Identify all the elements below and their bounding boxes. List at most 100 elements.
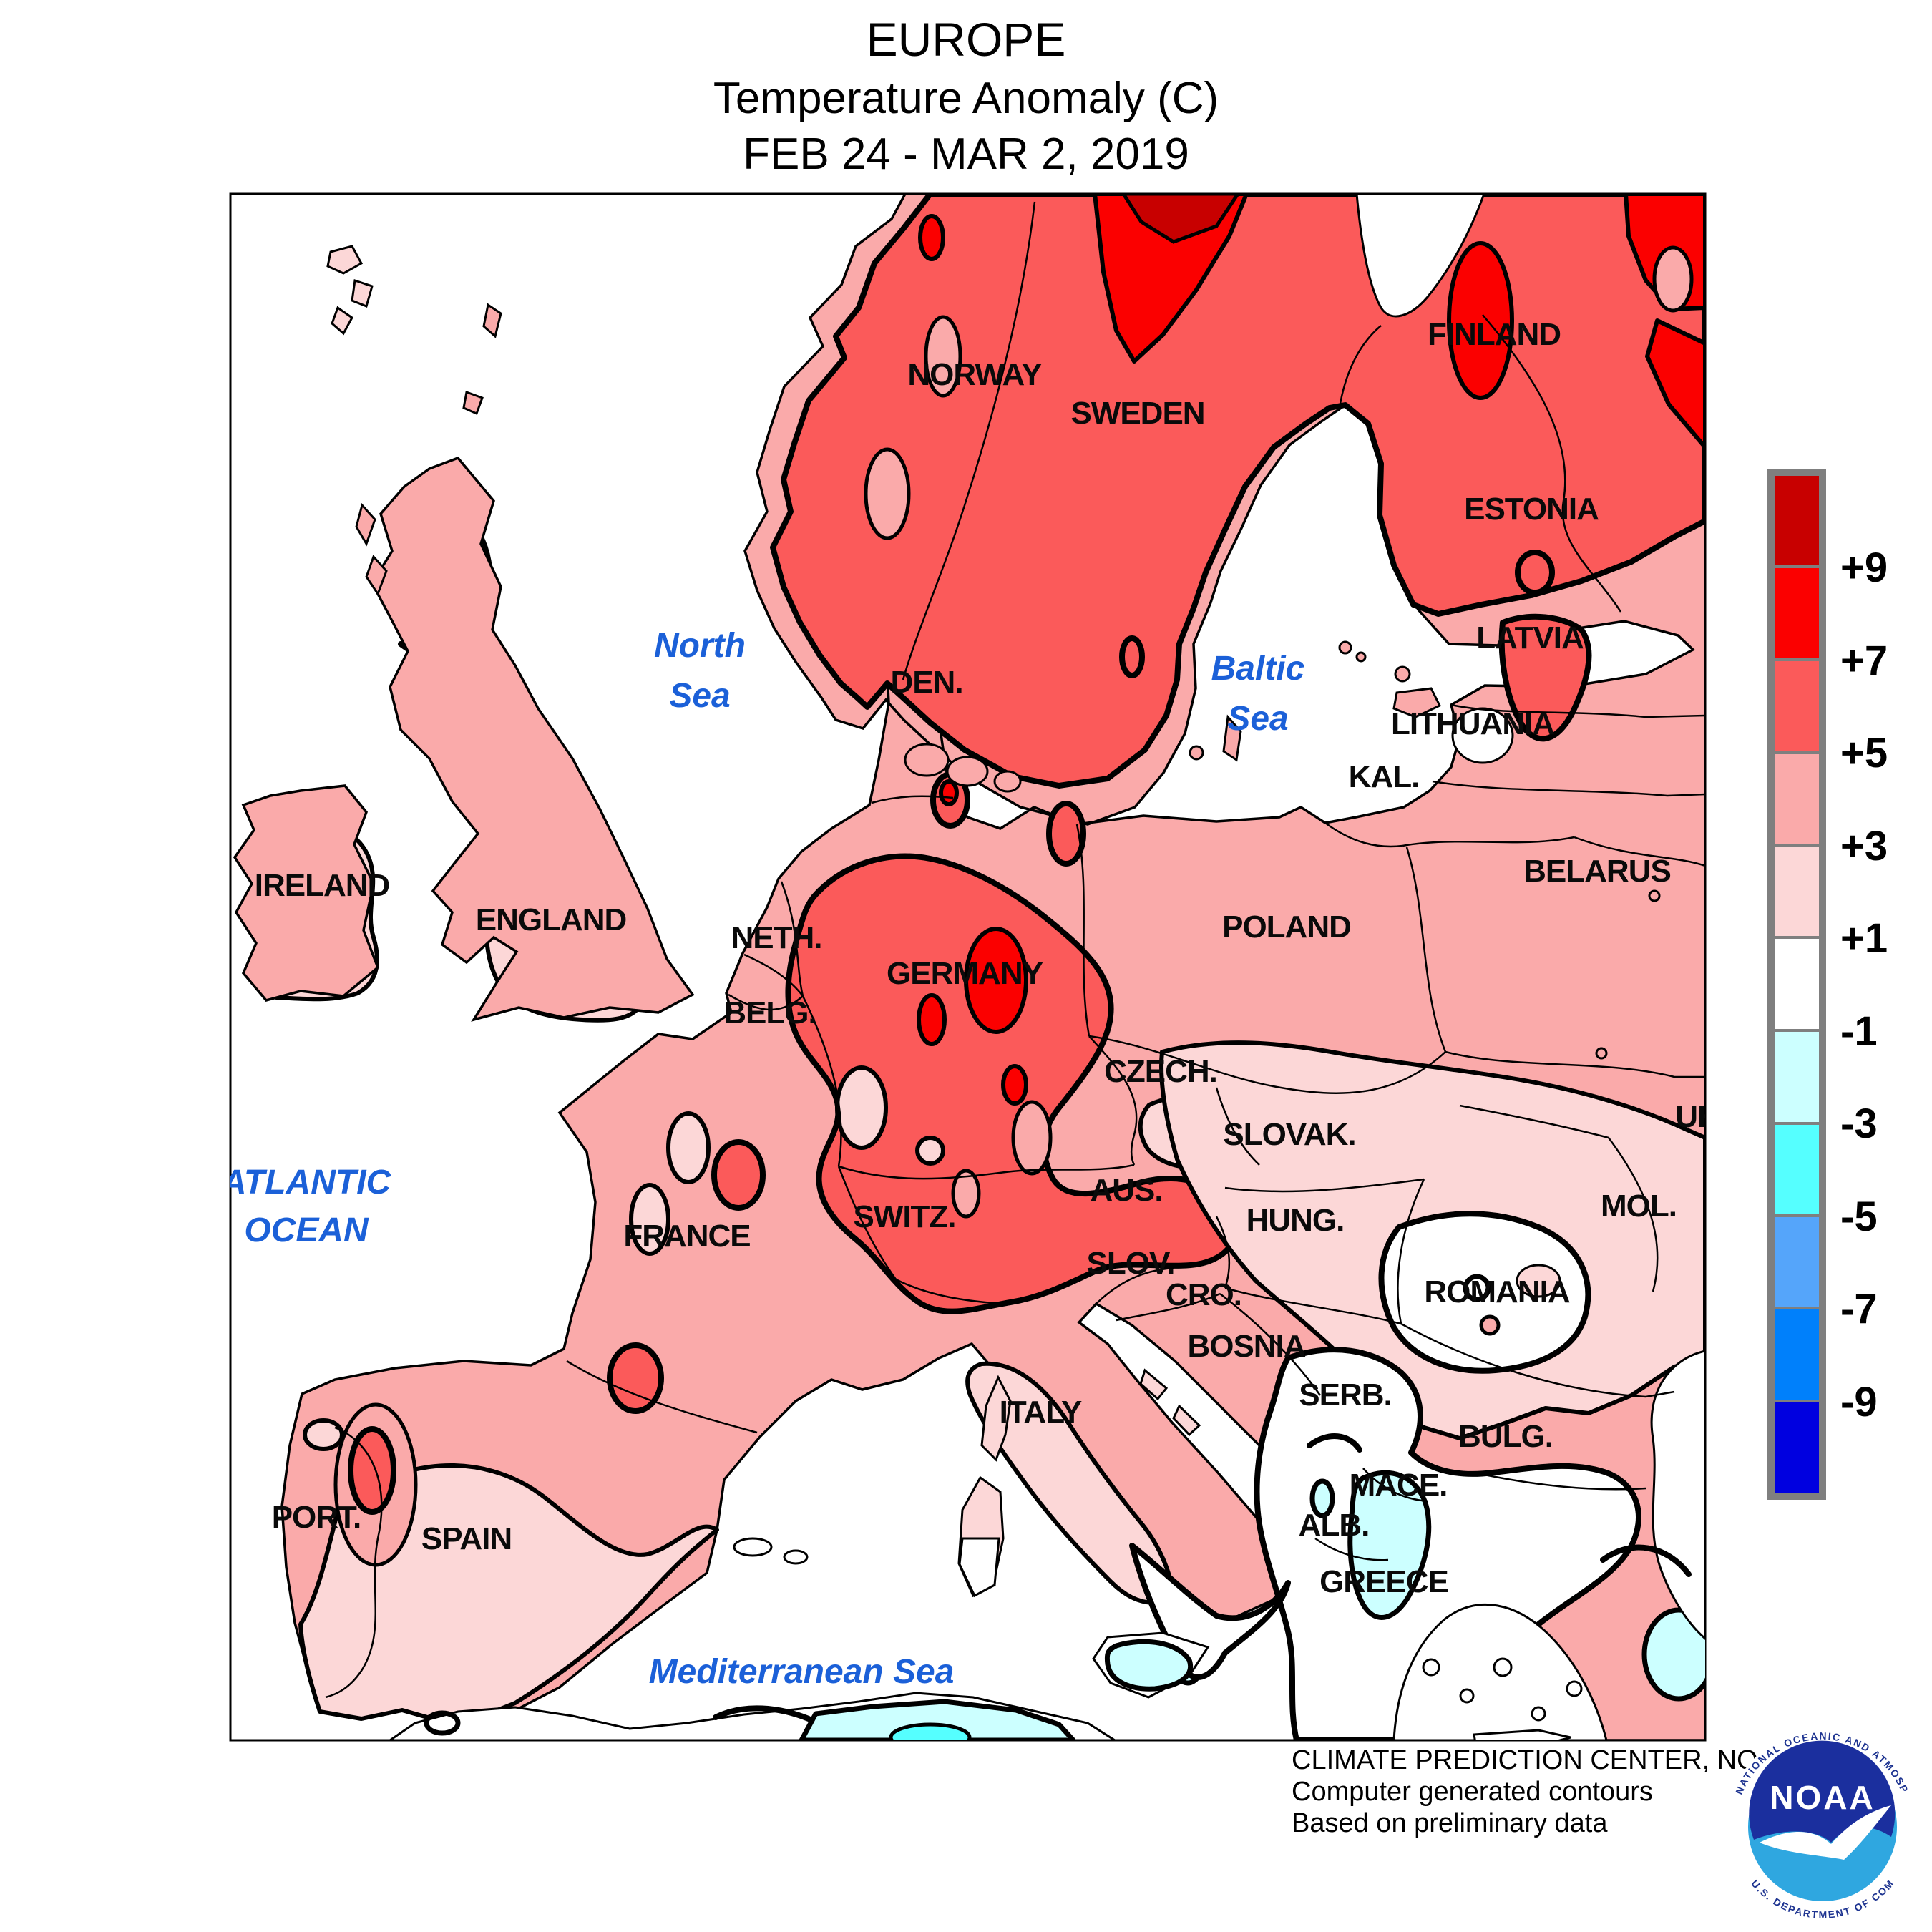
credit-line-1: CLIMATE PREDICTION CENTER, NOAA — [1292, 1745, 1795, 1775]
contour-spot-estonia — [1515, 550, 1555, 595]
credit-line-3: Based on preliminary data — [1292, 1808, 1608, 1838]
page-title: EUROPE — [867, 13, 1066, 66]
contour-spot-southeast-minus1 — [1641, 1607, 1705, 1702]
mediterranean-label: Mediterranean Sea — [649, 1653, 955, 1691]
label-norway: NORWAY — [907, 357, 1042, 392]
label-sweden: SWEDEN — [1070, 396, 1204, 431]
legend-tick: -3 — [1840, 1101, 1878, 1147]
sea-labels: North Sea Baltic Sea ATLANTIC OCEAN Medi… — [221, 627, 1305, 1691]
label-czech: CZECH. — [1104, 1054, 1217, 1089]
country-borders — [325, 201, 1705, 1699]
gulf-inlet — [1355, 194, 1485, 318]
baltic-sea-label-1: Baltic — [1211, 650, 1305, 688]
legend-tick: -5 — [1840, 1194, 1878, 1240]
legend-tick: -9 — [1840, 1379, 1878, 1425]
contour-region-top-plus9 — [1121, 194, 1241, 244]
contour-spot-norway — [918, 214, 945, 261]
legend-tick: +1 — [1840, 915, 1888, 962]
label-ireland: IRELAND — [255, 868, 390, 903]
contour-hole-alps — [1011, 1100, 1053, 1176]
contour-region-east-streak-plus7 — [1645, 318, 1705, 449]
legend-swatch — [1772, 565, 1822, 661]
label-serbia: SERB. — [1299, 1377, 1391, 1413]
contour-pale-galicia — [303, 1418, 344, 1451]
contour-pale-france3 — [915, 1136, 945, 1166]
noaa-logo-sails — [1749, 1740, 1896, 1843]
legend-swatch — [1772, 936, 1822, 1032]
contour-region-finland-plus7 — [1447, 241, 1514, 400]
label-austria: AUS. — [1090, 1173, 1162, 1208]
label-denmark: DEN. — [890, 665, 962, 700]
contour-spot-france2 — [607, 1342, 664, 1414]
label-germany: GERMANY — [887, 956, 1043, 991]
contour-spot-kiel-core — [939, 779, 959, 806]
contour-region-macedonia-minus1 — [1347, 1470, 1432, 1620]
legend-swatch — [1772, 1122, 1822, 1217]
label-finland: FINLAND — [1428, 317, 1561, 352]
atlantic-label-1: ATLANTIC — [221, 1163, 392, 1201]
black-sea — [1650, 1350, 1705, 1640]
contour-spot-tunisia-minus3 — [889, 1722, 972, 1740]
legend-tick: -1 — [1840, 1008, 1878, 1055]
contour-spot-rostock — [1046, 801, 1086, 867]
label-albania: ALB. — [1299, 1508, 1370, 1543]
label-moldova: MOL. — [1601, 1189, 1677, 1224]
label-bosnia: BOSNIA — [1187, 1329, 1305, 1364]
label-lithuania: LITHUANIA — [1391, 706, 1554, 741]
label-bulgaria: BULG. — [1458, 1419, 1553, 1454]
legend-tick: +9 — [1840, 545, 1888, 591]
contour-pale-france1 — [666, 1111, 711, 1184]
ireland-island — [233, 784, 380, 1002]
legend-swatch — [1772, 473, 1822, 569]
contour-hole-norway — [864, 447, 911, 540]
label-hungary: HUNG. — [1246, 1203, 1345, 1238]
label-france: FRANCE — [623, 1219, 750, 1254]
label-netherlands: NETH. — [731, 920, 822, 955]
legend-tick: +7 — [1840, 638, 1888, 684]
contour-spot-portugal-plus5 — [348, 1426, 396, 1515]
contour-region-latvia-plus5 — [1498, 613, 1592, 742]
legend-swatch — [1772, 751, 1822, 847]
contour-hole-alps2 — [951, 1169, 981, 1219]
label-spain: SPAIN — [421, 1521, 512, 1556]
country-labels: NORWAY SWEDEN FINLAND ESTONIA LATVIA LIT… — [255, 317, 1720, 1599]
label-belarus: BELARUS — [1523, 854, 1671, 889]
contour-spot-france1 — [711, 1139, 766, 1211]
contour-hole-norway2 — [924, 315, 962, 398]
contour-spot-germany-plus7c — [1001, 1064, 1028, 1106]
atlantic-label-2: OCEAN — [244, 1211, 369, 1249]
contour-line-algeria — [713, 1705, 811, 1722]
contour-spot-germany-plus7b — [917, 993, 947, 1046]
contour-region-north-sweden-plus7 — [1093, 194, 1249, 364]
baltic-sea-label-2: Sea — [1227, 700, 1288, 738]
contour-region-balkans-white — [1254, 1347, 1641, 1740]
label-latvia: LATVIA — [1476, 620, 1584, 655]
title-block: EUROPE Temperature Anomaly (C) FEB 24 - … — [713, 13, 1219, 179]
credit-block: CLIMATE PREDICTION CENTER, NOAA Computer… — [1292, 1745, 1795, 1838]
label-england: ENGLAND — [476, 902, 627, 937]
north-sea-label-1: North — [654, 627, 746, 665]
label-romania: ROMANIA — [1424, 1274, 1569, 1309]
legend-tick-labels: +9 +7 +5 +3 +1 -1 -3 -5 -7 -9 — [1840, 545, 1888, 1425]
contour-decorations — [1307, 1274, 1692, 1577]
page-subtitle: Temperature Anomaly (C) — [713, 74, 1219, 123]
label-switzerland: SWITZ. — [853, 1199, 955, 1234]
label-portugal: PORT. — [272, 1500, 361, 1535]
noaa-bird-icon — [1760, 1805, 1891, 1860]
legend-tick: +5 — [1840, 730, 1888, 776]
legend-tick: +3 — [1840, 823, 1888, 869]
contour-squiggle-romania — [1516, 1264, 1561, 1298]
legend-swatch — [1772, 844, 1822, 939]
legend-frame — [1767, 469, 1826, 1500]
legend-swatch — [1772, 658, 1822, 754]
label-ukraine: UK — [1675, 1099, 1720, 1134]
corsica — [980, 1375, 1012, 1462]
label-greece: GREECE — [1319, 1564, 1448, 1599]
date-range: FEB 24 - MAR 2, 2019 — [743, 130, 1189, 179]
contour-dot-romania — [1479, 1314, 1501, 1336]
label-italy: ITALY — [1000, 1395, 1082, 1430]
legend-swatch — [1772, 1029, 1822, 1125]
map-canvas: North Sea Baltic Sea ATLANTIC OCEAN Medi… — [221, 194, 1720, 1740]
contour-spot-germany-plus7 — [964, 927, 1028, 1034]
